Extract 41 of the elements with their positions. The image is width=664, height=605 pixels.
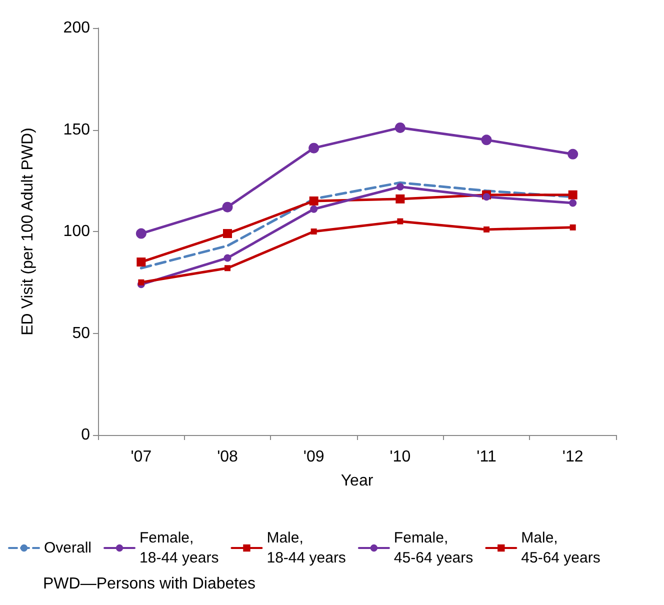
x-tick-label: '08 [217,448,238,466]
point [481,134,492,146]
legend-label: Female, 45-64 years [394,530,474,566]
point [136,258,146,267]
y-tick-label: 100 [63,223,90,240]
legend-label: Overall [44,540,92,556]
y-tick-label: 50 [72,324,90,342]
point [309,196,318,206]
point [224,254,232,262]
point [138,279,144,286]
point [396,182,404,190]
point [222,202,233,212]
point [223,229,232,238]
x-tick-label: '12 [562,448,584,466]
point [308,142,320,154]
text: PWD—Persons with Diabetes [43,576,256,592]
y-axis-title: ED Visit (per 100 Adult PWD) [20,128,36,336]
point [136,228,146,239]
y-tick-label: 0 [81,426,90,444]
y-tick-label: 200 [63,20,90,36]
point [310,228,317,234]
point [310,205,318,213]
point [484,226,490,232]
point [224,265,230,272]
point [482,193,490,201]
y-tick-label: 150 [63,121,90,138]
point [569,199,577,207]
x-tick-label: '11 [476,448,496,466]
legend-label: Male, 18-44 years [266,530,346,566]
point [568,190,578,200]
legend-label: Female, 18-44 years [140,530,219,566]
x-axis-title: Year [340,472,374,490]
point [396,194,405,204]
x-tick-label: '07 [130,448,152,466]
point [568,148,578,160]
point [394,122,406,133]
legend-label: Male, 45-64 years [521,530,600,566]
point [397,218,404,224]
x-tick-label: '09 [303,448,324,466]
x-tick-label: '10 [390,448,411,466]
point [570,224,576,230]
